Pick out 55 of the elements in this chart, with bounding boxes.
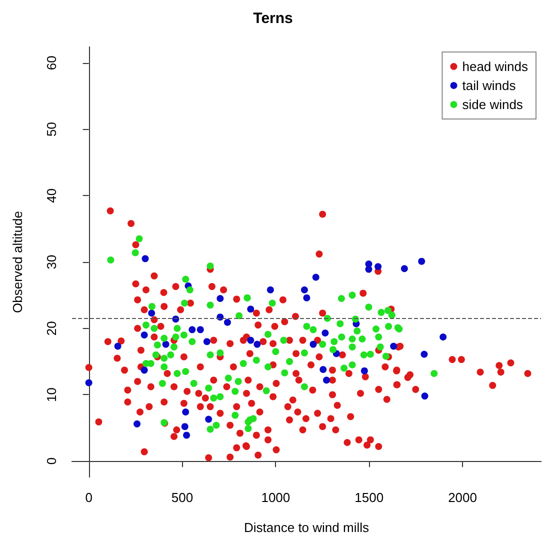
point — [114, 342, 122, 350]
legend-label: head winds — [462, 59, 528, 74]
point — [420, 350, 428, 358]
point — [181, 423, 188, 430]
point — [254, 340, 261, 348]
point — [216, 295, 224, 302]
y-tick-label: 30 — [44, 254, 59, 270]
legend-label: tail winds — [462, 78, 516, 93]
point — [266, 286, 274, 294]
y-tick-label: 10 — [44, 387, 59, 402]
point — [390, 342, 398, 350]
point — [400, 265, 408, 272]
y-tick-label: 40 — [44, 188, 59, 203]
legend-label: side winds — [462, 97, 524, 112]
point — [188, 326, 196, 334]
point — [205, 416, 212, 423]
point — [322, 330, 329, 336]
point — [303, 294, 310, 302]
x-tick-label: 500 — [171, 490, 194, 505]
y-axis-title: Observed altitude — [10, 211, 25, 313]
x-tick-label: 1500 — [354, 490, 384, 505]
point — [247, 306, 254, 313]
point — [440, 333, 447, 340]
point — [421, 392, 428, 400]
x-axis-title: Distance to wind mills — [244, 520, 370, 535]
point — [203, 338, 210, 346]
y-tick-label: 50 — [44, 122, 59, 137]
point — [418, 258, 426, 265]
point — [323, 376, 330, 384]
point — [148, 310, 156, 317]
point — [247, 336, 254, 344]
point — [140, 331, 148, 338]
x-tick-label: 0 — [85, 490, 92, 505]
point — [365, 266, 372, 273]
point — [300, 286, 308, 294]
point — [183, 432, 190, 439]
point — [162, 340, 170, 348]
point — [310, 340, 317, 348]
point — [140, 366, 148, 374]
point — [85, 379, 92, 386]
point — [196, 326, 204, 334]
point — [374, 263, 382, 270]
y-tick-label: 0 — [44, 457, 59, 465]
y-tick-label: 60 — [44, 56, 59, 70]
y-tick-label: 20 — [44, 321, 59, 336]
x-tick-label: 1000 — [261, 490, 290, 505]
point — [320, 366, 327, 373]
x-tick-label: 2000 — [448, 490, 477, 505]
point — [224, 318, 231, 326]
chart-title: Terns — [253, 10, 293, 27]
point — [134, 420, 141, 428]
point — [142, 255, 149, 262]
point — [312, 274, 320, 281]
point — [360, 367, 368, 374]
point — [182, 408, 190, 416]
